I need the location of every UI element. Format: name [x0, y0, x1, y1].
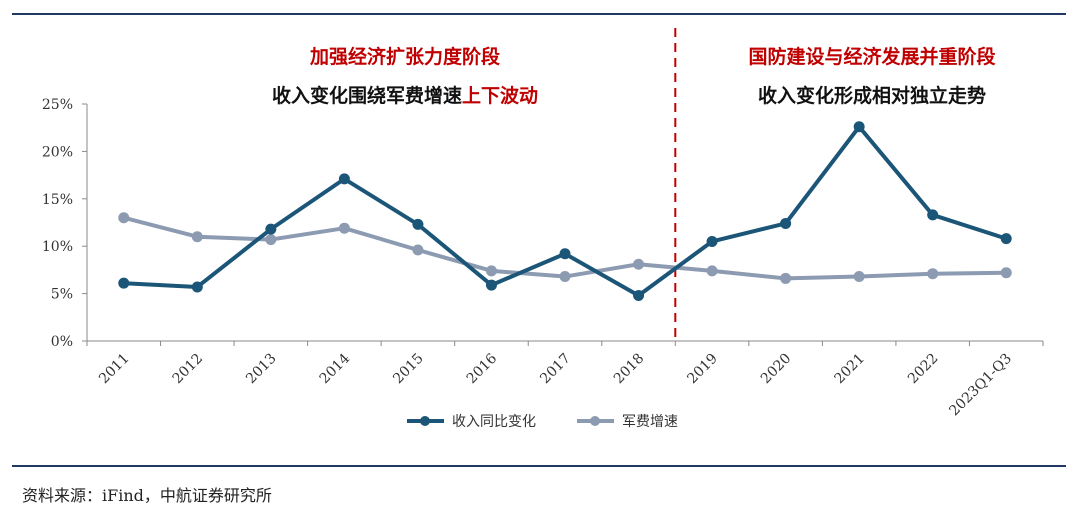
y-tick-label: 10%: [42, 239, 73, 255]
income-series-point: [265, 223, 277, 235]
income-series-point: [412, 218, 424, 230]
y-tick-label: 15%: [42, 192, 73, 208]
left-phase-title: 加强经济扩张力度阶段: [309, 45, 501, 68]
legend-item-income: 收入同比变化: [407, 414, 536, 430]
bottom-rule: [12, 465, 1066, 467]
income-series-point: [927, 209, 939, 221]
income-series-point: [485, 279, 497, 291]
income-series-point: [853, 121, 865, 133]
source-note: 资料来源：iFind，中航证券研究所: [22, 486, 272, 505]
x-tick-label: 2021: [831, 351, 868, 388]
income-series-point: [338, 173, 350, 185]
legend-item-budget: 军费增速: [577, 414, 678, 430]
budget-series-point: [118, 212, 130, 224]
right-phase-title: 国防建设与经济发展并重阶段: [748, 45, 996, 68]
legend: 收入同比变化 军费增速: [407, 414, 678, 430]
income-series-point: [191, 281, 203, 293]
left-phase-subtitle-highlight: 上下波动: [462, 84, 538, 107]
x-tick-label: 2019: [684, 351, 721, 388]
x-tick-label: 2013: [243, 351, 280, 388]
line-chart: 加强经济扩张力度阶段 收入变化围绕军费增速上下波动 国防建设与经济发展并重阶段 …: [42, 28, 1044, 430]
y-axis-ticks: 0% 5% 10% 15% 20% 25%: [42, 97, 87, 350]
x-tick-label: 2017: [537, 351, 574, 388]
top-rule: [12, 13, 1066, 15]
income-series-point: [118, 277, 130, 289]
legend-budget-label: 军费增速: [622, 414, 678, 430]
x-tick-label: 2015: [390, 351, 427, 388]
income-series-point: [1000, 233, 1012, 245]
left-phase-subtitle: 收入变化围绕军费增速上下波动: [272, 84, 538, 107]
budget-series-point: [412, 244, 424, 256]
budget-series-point: [706, 265, 718, 277]
y-tick-label: 0%: [51, 334, 73, 350]
income-series-point: [633, 289, 645, 301]
x-tick-label: 2020: [758, 351, 795, 388]
left-phase-subtitle-prefix: 收入变化围绕军费增速: [272, 84, 462, 107]
y-tick-label: 25%: [42, 97, 73, 113]
budget-series-point: [559, 271, 571, 283]
budget-series-line: [121, 215, 1009, 281]
series-layer: [118, 121, 1012, 301]
budget-series-point: [485, 265, 497, 277]
budget-series-point: [780, 272, 792, 284]
income-series-point: [559, 248, 571, 260]
legend-income-marker: [420, 416, 430, 426]
budget-series-point: [338, 222, 350, 234]
budget-series-point: [853, 271, 865, 283]
x-tick-label: 2011: [96, 351, 133, 388]
right-phase-subtitle: 收入变化形成相对独立走势: [758, 84, 986, 107]
legend-budget-marker: [590, 416, 600, 426]
y-tick-label: 5%: [51, 287, 73, 303]
income-series-line: [121, 124, 1009, 298]
x-tick-label: 2014: [317, 350, 354, 387]
x-axis-ticks: 2011 2012 2013 2014 2015 2016 2017 2018 2019 2020…: [86, 341, 1044, 420]
x-tick-label: 2012: [170, 351, 207, 388]
budget-series-point: [927, 268, 939, 280]
x-tick-label: 2023Q1-Q3: [946, 351, 1015, 420]
x-tick-label: 2016: [464, 350, 501, 387]
budget-series-point: [265, 234, 277, 246]
budget-series-point: [633, 258, 645, 270]
budget-series-point: [191, 231, 203, 243]
x-tick-label: 2022: [905, 351, 942, 388]
income-series-point: [780, 217, 792, 229]
x-tick-label: 2018: [611, 351, 648, 388]
y-tick-label: 20%: [42, 144, 73, 160]
budget-series-point: [1000, 267, 1012, 279]
legend-income-label: 收入同比变化: [452, 414, 536, 430]
income-series-point: [706, 235, 718, 247]
